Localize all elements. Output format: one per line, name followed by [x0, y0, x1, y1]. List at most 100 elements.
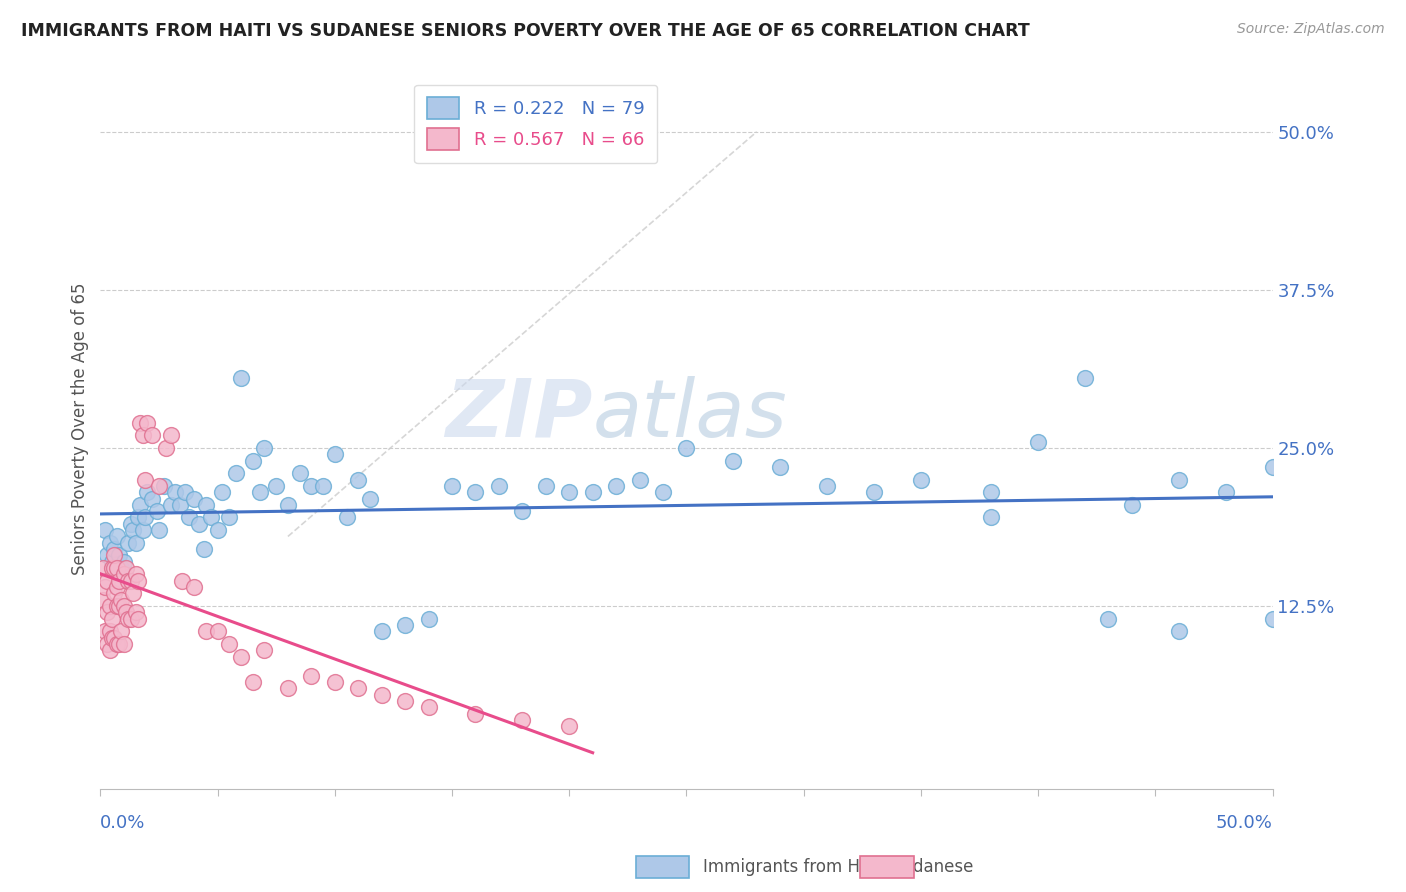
Point: [103, 549, 125, 563]
Point: [249, 485, 271, 500]
Point: [112, 637, 135, 651]
Point: [108, 637, 131, 651]
Point: [159, 498, 181, 512]
Point: [98, 536, 121, 550]
Text: Source: ZipAtlas.com: Source: ZipAtlas.com: [1237, 22, 1385, 37]
Point: [131, 428, 153, 442]
Point: [112, 567, 135, 582]
Point: [148, 479, 170, 493]
Point: [124, 536, 146, 550]
Point: [103, 542, 125, 557]
Text: 0.0%: 0.0%: [100, 814, 146, 832]
Point: [723, 453, 745, 467]
Point: [145, 504, 167, 518]
Point: [115, 561, 138, 575]
Point: [136, 485, 159, 500]
Point: [108, 549, 131, 563]
Point: [165, 485, 187, 500]
Point: [418, 700, 440, 714]
Point: [101, 555, 124, 569]
Point: [141, 428, 163, 442]
Point: [96, 605, 118, 619]
Point: [464, 706, 486, 721]
Y-axis label: Seniors Poverty Over the Age of 65: Seniors Poverty Over the Age of 65: [72, 283, 89, 575]
Point: [129, 416, 152, 430]
Point: [323, 447, 346, 461]
Point: [277, 681, 299, 696]
Point: [127, 510, 149, 524]
Legend: R = 0.222   N = 79, R = 0.567   N = 66: R = 0.222 N = 79, R = 0.567 N = 66: [415, 85, 657, 163]
Point: [101, 561, 124, 575]
Point: [440, 479, 463, 493]
Point: [120, 574, 142, 588]
Point: [115, 605, 138, 619]
Point: [98, 599, 121, 613]
Point: [242, 674, 264, 689]
Point: [148, 523, 170, 537]
Point: [288, 467, 311, 481]
Point: [96, 574, 118, 588]
Point: [194, 624, 217, 639]
Point: [652, 485, 675, 500]
Point: [488, 479, 510, 493]
Point: [394, 618, 416, 632]
Point: [112, 599, 135, 613]
Point: [103, 586, 125, 600]
Point: [534, 479, 557, 493]
Point: [105, 637, 128, 651]
Point: [605, 479, 627, 493]
Point: [117, 612, 139, 626]
Point: [131, 523, 153, 537]
Point: [96, 549, 118, 563]
Point: [110, 592, 132, 607]
Point: [98, 624, 121, 639]
Point: [229, 371, 252, 385]
Point: [105, 561, 128, 575]
Point: [1261, 612, 1284, 626]
Point: [253, 643, 276, 657]
Point: [159, 428, 181, 442]
Point: [105, 529, 128, 543]
Point: [225, 467, 247, 481]
Point: [141, 491, 163, 506]
Point: [277, 498, 299, 512]
Point: [347, 473, 370, 487]
Point: [112, 555, 135, 569]
Point: [418, 612, 440, 626]
Point: [110, 561, 132, 575]
Point: [207, 624, 229, 639]
Point: [1026, 434, 1049, 449]
Point: [558, 485, 581, 500]
Point: [124, 567, 146, 582]
Point: [299, 479, 322, 493]
Point: [183, 580, 205, 594]
Point: [323, 674, 346, 689]
Point: [558, 719, 581, 733]
Point: [108, 574, 131, 588]
Point: [394, 694, 416, 708]
Point: [117, 574, 139, 588]
Point: [136, 416, 159, 430]
Point: [863, 485, 886, 500]
Point: [101, 612, 124, 626]
Point: [675, 441, 697, 455]
Point: [94, 523, 117, 537]
Point: [769, 459, 792, 474]
Point: [169, 498, 191, 512]
Point: [193, 542, 215, 557]
Point: [179, 510, 201, 524]
Text: Immigrants from Haiti: Immigrants from Haiti: [703, 858, 886, 876]
Point: [1074, 371, 1097, 385]
Point: [264, 479, 287, 493]
Point: [218, 510, 240, 524]
Text: 50.0%: 50.0%: [1216, 814, 1272, 832]
Point: [96, 637, 118, 651]
Point: [91, 561, 114, 575]
Point: [94, 624, 117, 639]
Point: [211, 485, 233, 500]
Point: [105, 599, 128, 613]
Text: atlas: atlas: [593, 376, 787, 453]
Point: [152, 479, 174, 493]
Text: ZIP: ZIP: [446, 376, 593, 453]
Point: [94, 580, 117, 594]
